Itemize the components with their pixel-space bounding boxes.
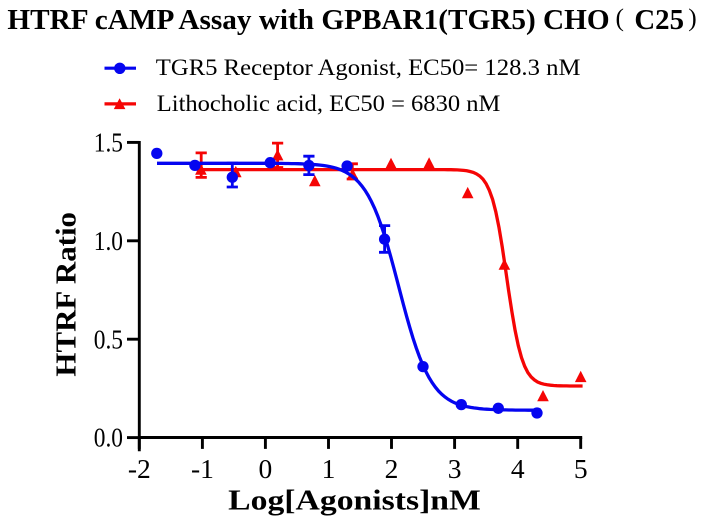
svg-text:Lithocholic acid, EC50 = 6830: Lithocholic acid, EC50 = 6830 nM bbox=[157, 91, 501, 116]
svg-text:C25: C25 bbox=[634, 4, 684, 36]
svg-text:HTRF Ratio: HTRF Ratio bbox=[51, 212, 83, 377]
svg-text:1: 1 bbox=[322, 453, 336, 484]
svg-text:-2: -2 bbox=[128, 453, 151, 484]
svg-text:Log[Agonists]nM: Log[Agonists]nM bbox=[228, 484, 481, 516]
svg-text:0.0: 0.0 bbox=[94, 422, 123, 453]
svg-text:-1: -1 bbox=[191, 453, 214, 484]
svg-text:0: 0 bbox=[259, 453, 273, 484]
svg-text:1.5: 1.5 bbox=[94, 127, 123, 158]
svg-text:): ) bbox=[688, 4, 696, 32]
svg-text:3: 3 bbox=[448, 453, 462, 484]
svg-text:5: 5 bbox=[574, 453, 588, 484]
svg-text:(: ( bbox=[616, 4, 624, 32]
svg-text:HTRF cAMP Assay with GPBAR1(TG: HTRF cAMP Assay with GPBAR1(TGR5) CHO bbox=[7, 4, 609, 36]
svg-text:4: 4 bbox=[511, 453, 525, 484]
svg-text:2: 2 bbox=[385, 453, 399, 484]
svg-text:1.0: 1.0 bbox=[94, 225, 123, 256]
svg-text:TGR5 Receptor Agonist, EC50= 1: TGR5 Receptor Agonist, EC50= 128.3 nM bbox=[156, 55, 581, 80]
svg-text:0.5: 0.5 bbox=[94, 324, 123, 355]
